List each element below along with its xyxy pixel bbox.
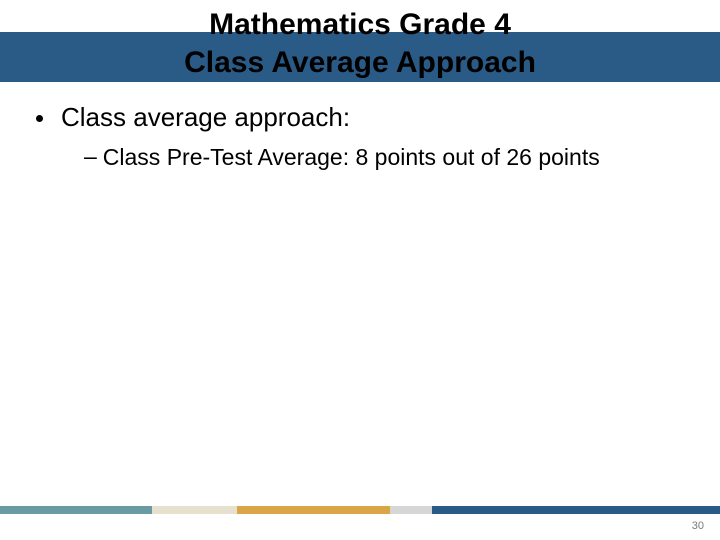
sub-bullet-text: Class Pre-Test Average: 8 points out of …: [103, 143, 600, 172]
stripe-seg-5: [432, 506, 720, 514]
stripe-seg-4: [390, 506, 432, 514]
bullet-item: Class average approach:: [30, 102, 690, 133]
title-line-2: Class Average Approach: [184, 46, 536, 79]
bullet-text: Class average approach:: [61, 102, 350, 133]
slide-title: Mathematics Grade 4 Class Average Approa…: [0, 0, 720, 83]
slide-header: Mathematics Grade 4 Class Average Approa…: [0, 0, 720, 84]
stripe-seg-1: [0, 506, 152, 514]
stripe-seg-3: [237, 506, 389, 514]
slide-content: Class average approach: – Class Pre-Test…: [0, 84, 720, 172]
page-number: 30: [692, 520, 704, 532]
footer-stripe: [0, 506, 720, 514]
sub-bullet-item: – Class Pre-Test Average: 8 points out o…: [30, 143, 690, 172]
stripe-seg-2: [152, 506, 237, 514]
bullet-dot-icon: [36, 115, 43, 122]
dash-icon: –: [84, 143, 97, 170]
title-line-1: Mathematics Grade 4: [209, 8, 511, 41]
